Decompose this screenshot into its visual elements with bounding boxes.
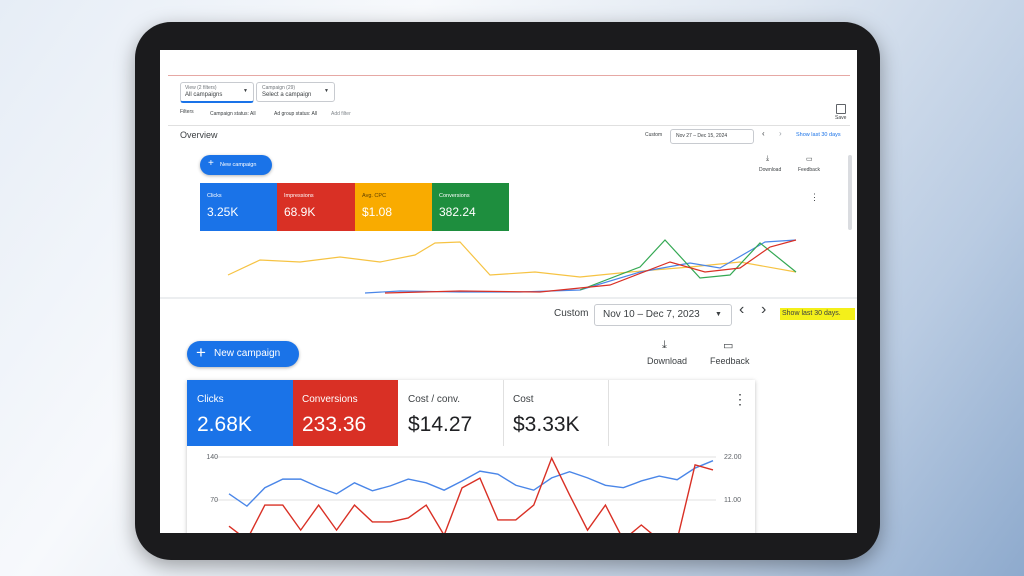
date-picker[interactable]: Nov 10 – Dec 7, 2023 ▼ (594, 304, 732, 326)
y-tick-label: 70 (210, 497, 218, 504)
filters-label: Filters (180, 109, 194, 115)
metric-card[interactable]: Cost $3.33K (503, 380, 609, 446)
metric-value: 233.36 (302, 413, 367, 436)
feedback-label: Feedback (798, 167, 820, 173)
preview-line (579, 239, 797, 291)
caret: ▼ (715, 311, 722, 318)
date-range: Nov 27 – Dec 15, 2024 (676, 133, 728, 139)
more-menu[interactable]: ⋮ (810, 192, 819, 202)
prev-arrow[interactable]: ‹ (739, 301, 745, 318)
button-label: New campaign (214, 348, 281, 359)
preview-line (227, 241, 797, 278)
metric-value: 382.24 (439, 205, 476, 219)
top-rule (168, 75, 850, 76)
prev-arrow[interactable]: ‹ (762, 129, 765, 138)
y-tick-label: 140 (206, 454, 218, 461)
download-label: Download (759, 167, 782, 173)
y2-tick-label: 22.00 (724, 454, 742, 461)
date-picker[interactable]: Nov 27 – Dec 15, 2024 (670, 129, 754, 144)
metric-label: Clicks (207, 193, 222, 199)
metric-card[interactable]: Cost / conv. $14.27 (398, 380, 504, 446)
download-icon[interactable]: ⤓ (662, 339, 667, 351)
feedback-label: Feedback (710, 356, 750, 366)
scrollbar (848, 155, 852, 230)
performance-chart: 70 140 11.00 22.00 (206, 454, 742, 533)
y2-tick-label: 11.00 (724, 497, 741, 504)
next-arrow[interactable]: › (779, 129, 782, 138)
add-filter[interactable]: Add filter (331, 111, 351, 117)
save-label: Save (835, 115, 847, 121)
metric-label: Cost (513, 394, 534, 405)
metric-card[interactable]: Conversions 233.36 (293, 380, 398, 446)
caret: ▼ (243, 88, 248, 94)
metric-label: Conversions (302, 394, 358, 405)
next-arrow[interactable]: › (761, 301, 767, 318)
campaign-label: Campaign (29) (262, 85, 296, 91)
metric-label: Cost / conv. (408, 394, 461, 405)
metric-value: 2.68K (197, 413, 252, 436)
metric-label: Conversions (439, 193, 470, 199)
view-value: All campaigns (185, 92, 223, 98)
custom-label: Custom (554, 308, 589, 319)
metric-card[interactable]: Clicks 3.25K (200, 183, 277, 231)
metric-card[interactable]: Avg. CPC $1.08 (355, 183, 432, 231)
more-menu[interactable]: ⋮ (733, 391, 747, 407)
chart-layer (160, 239, 857, 299)
campaign-value: Select a campaign (262, 92, 312, 98)
series-line (228, 456, 714, 533)
new-campaign-button[interactable]: + New campaign (187, 341, 299, 367)
metric-card[interactable]: Conversions 382.24 (432, 183, 509, 231)
feedback-icon[interactable]: ▭ (723, 340, 734, 352)
metric-label: Impressions (284, 193, 314, 199)
show-last-link[interactable]: Show last 30 days (796, 132, 841, 138)
show-last-link[interactable]: Show last 30 days. (782, 310, 841, 317)
metric-value: $14.27 (408, 413, 473, 436)
view-label: View (2 filters) (185, 85, 217, 91)
feedback-icon[interactable]: ▭ (806, 156, 813, 163)
overview-title: Overview (180, 130, 218, 140)
campaign-dropdown[interactable]: Campaign (29) Select a campaign ▼ (256, 82, 335, 102)
metric-label: Avg. CPC (362, 193, 387, 199)
preview-line (384, 239, 797, 294)
date-range: Nov 10 – Dec 7, 2023 (603, 309, 700, 320)
highlight (780, 308, 855, 320)
divider (168, 125, 850, 126)
metric-label: Clicks (197, 394, 224, 405)
series-line (228, 460, 714, 508)
screen: View (2 filters) All campaigns ▼ Campaig… (160, 50, 857, 533)
plus-icon: + (196, 343, 206, 362)
button-label: New campaign (220, 162, 257, 168)
filter-chip[interactable]: Campaign status: All (210, 111, 256, 117)
view-dropdown[interactable]: View (2 filters) All campaigns ▼ (180, 82, 254, 103)
metric-value: 68.9K (284, 205, 316, 219)
download-icon[interactable]: ⤓ (766, 155, 770, 162)
filter-chip[interactable]: Ad group status: All (274, 111, 318, 117)
metric-value: 3.25K (207, 205, 239, 219)
overview-preview-chart (227, 239, 797, 294)
metric-card[interactable]: Impressions 68.9K (277, 183, 355, 231)
plus-icon: + (208, 158, 214, 169)
download-label: Download (647, 356, 688, 366)
save-icon[interactable] (836, 104, 846, 114)
metric-value: $3.33K (513, 413, 580, 436)
caret: ▼ (324, 88, 329, 94)
custom-label: Custom (645, 132, 663, 138)
metric-value: $1.08 (362, 205, 393, 219)
new-campaign-button[interactable]: + New campaign (200, 155, 272, 175)
metric-card[interactable]: Clicks 2.68K (187, 380, 293, 446)
